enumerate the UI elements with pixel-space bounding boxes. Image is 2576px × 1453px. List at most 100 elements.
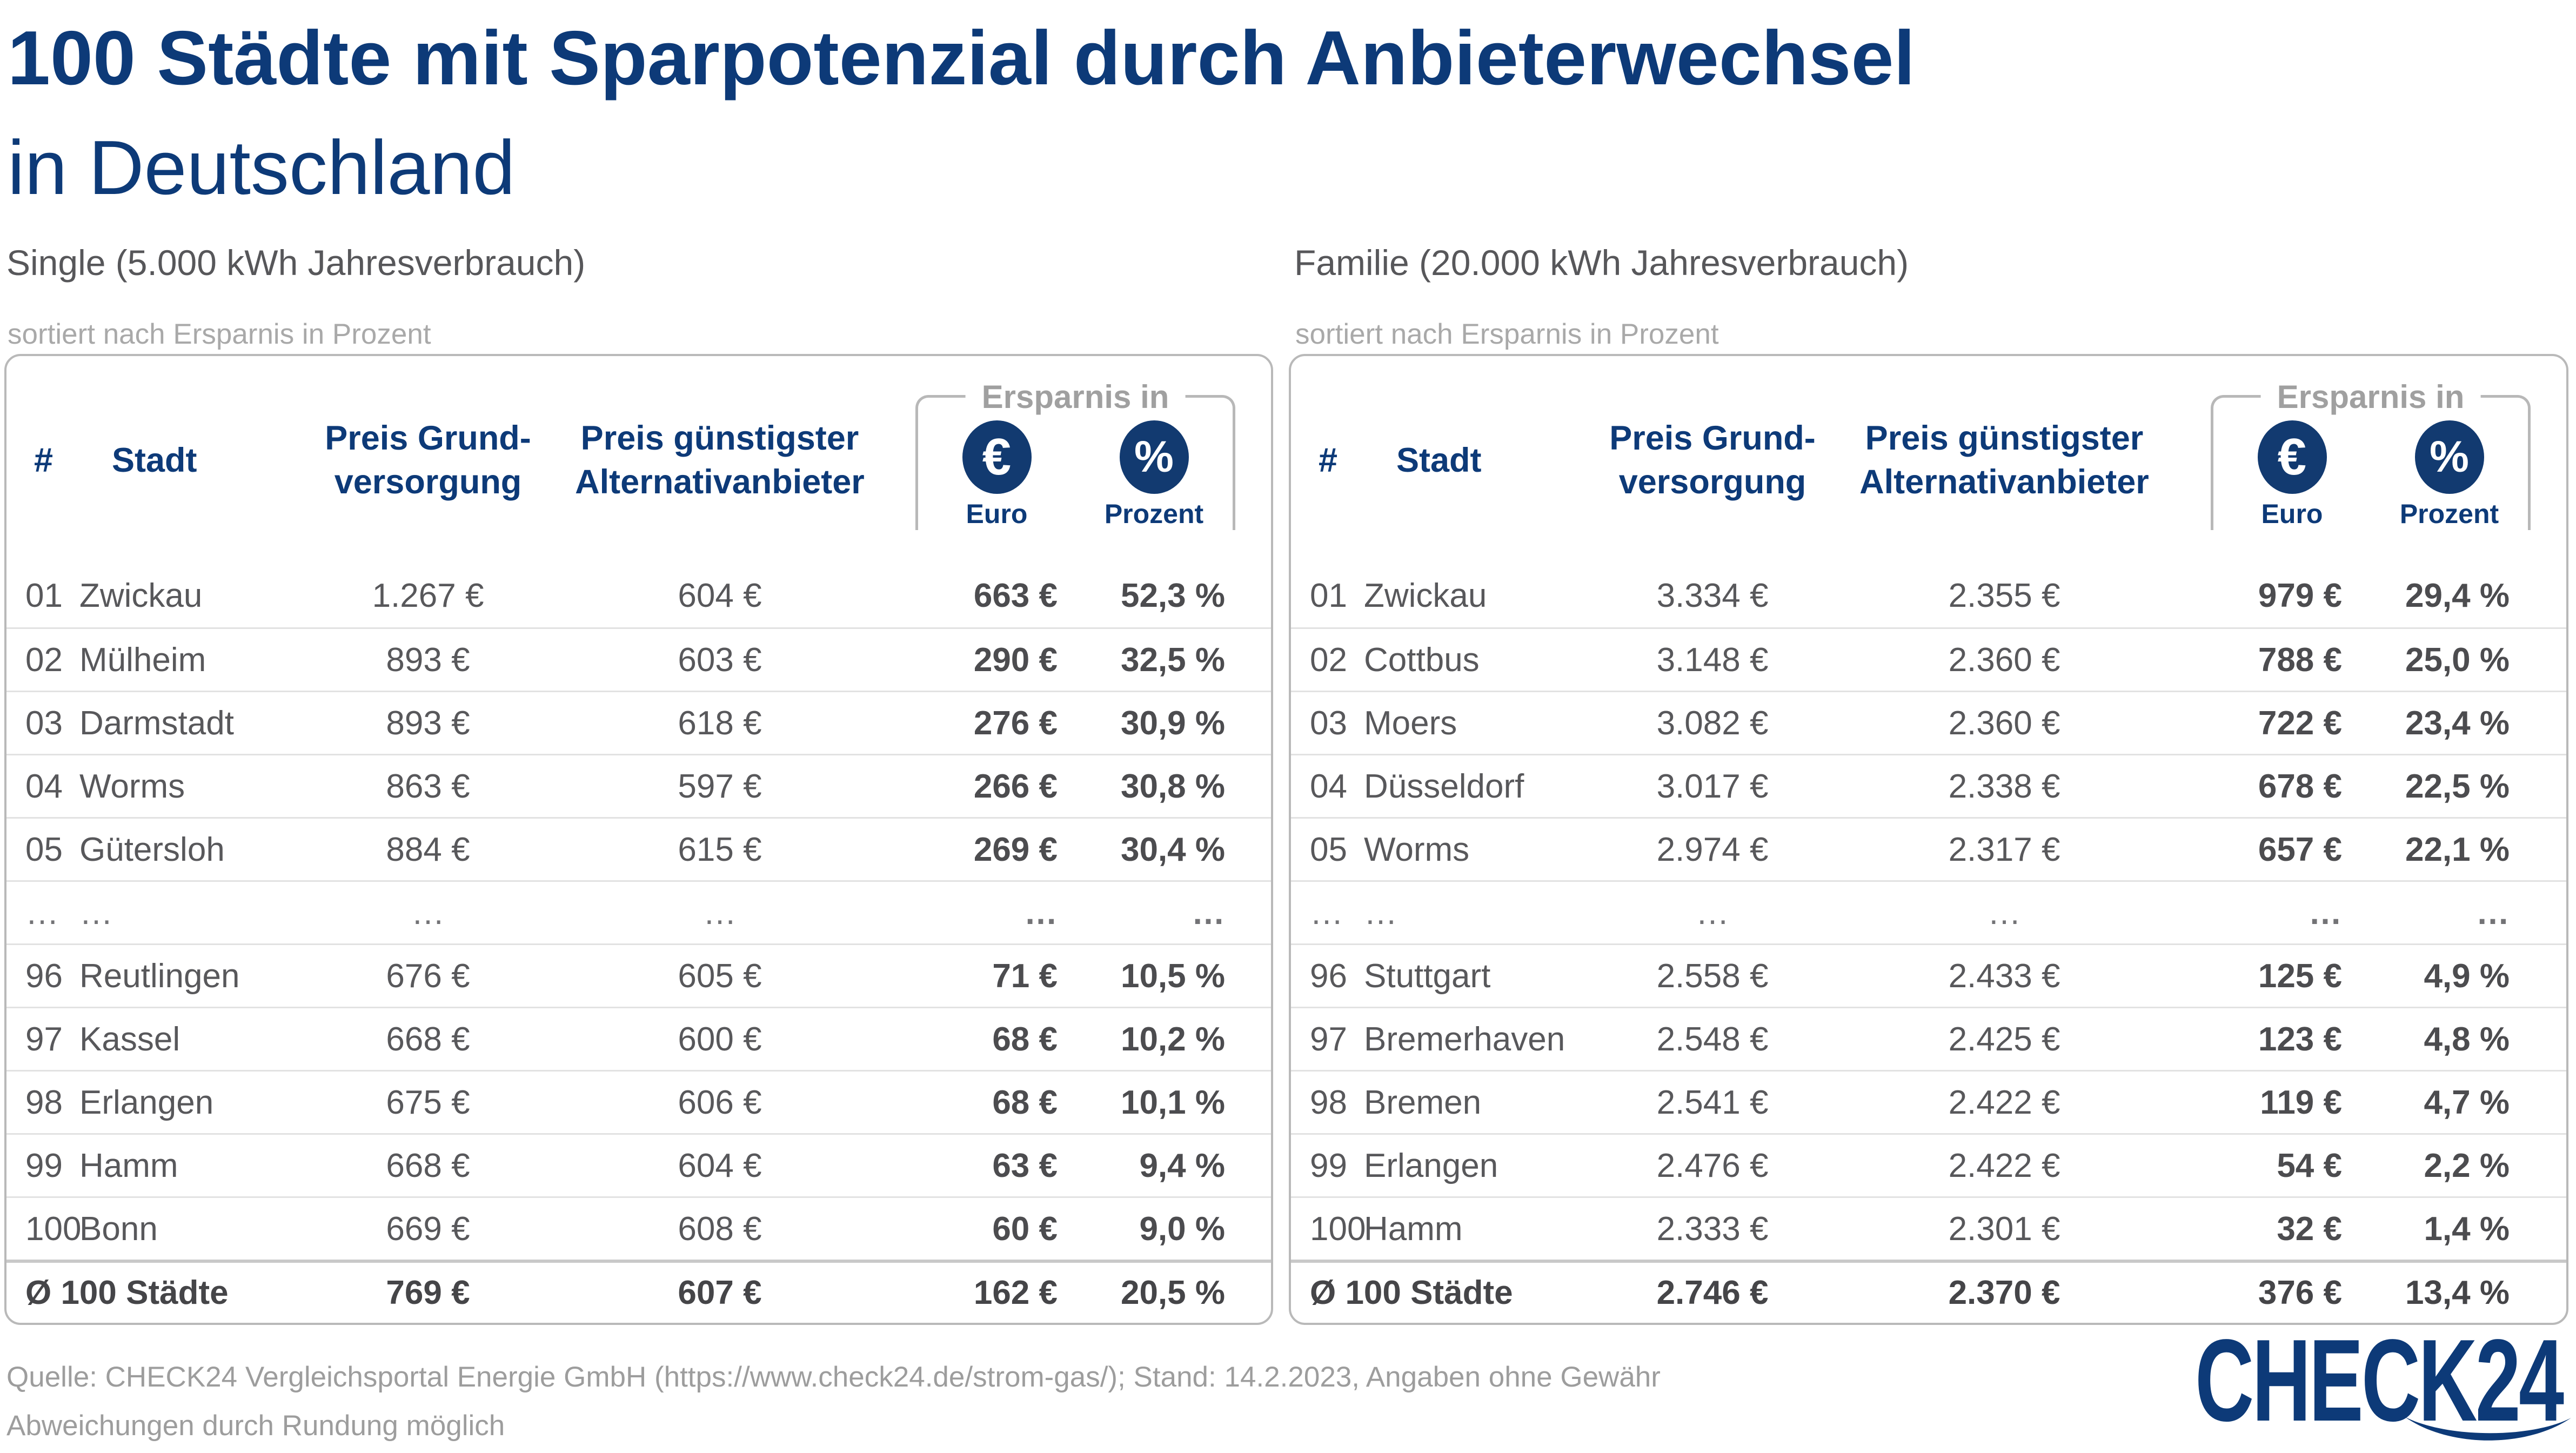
city-cell: Erlangen xyxy=(1364,1147,1498,1184)
ellipsis-row: ……………… xyxy=(1291,880,2566,943)
table-row: 01 Zwickau 1.267 € 604 € 663 € 52,3 % xyxy=(6,564,1271,627)
alt-price-cell: 604 € xyxy=(678,1147,762,1184)
table-row: 04 Düsseldorf 3.017 € 2.338 € 678 € 22,5 % xyxy=(1291,754,2566,817)
base-price-cell: 3.334 € xyxy=(1656,577,1769,614)
column-header-rank: # xyxy=(1319,441,1338,479)
base-price-cell: 668 € xyxy=(386,1020,470,1058)
table-row: 05 Worms 2.974 € 2.317 € 657 € 22,1 % xyxy=(1291,817,2566,880)
savings-group-box: Ersparnis in € Euro % Prozent xyxy=(2211,378,2531,530)
base-price-cell: 2.746 € xyxy=(1656,1274,1769,1311)
euro-saving-cell: 678 € xyxy=(2258,767,2342,805)
alt-price-cell: 2.422 € xyxy=(1948,1083,2060,1121)
alt-price-cell: 2.360 € xyxy=(1948,641,2060,679)
base-price-cell: 1.267 € xyxy=(372,577,484,614)
percent-saving-cell: 10,2 % xyxy=(1120,1020,1225,1058)
table-row: 01 Zwickau 3.334 € 2.355 € 979 € 29,4 % xyxy=(1291,564,2566,627)
rank-cell: 99 xyxy=(25,1147,63,1184)
euro-saving-cell: … xyxy=(1024,894,1058,932)
alt-price-cell: 605 € xyxy=(678,957,762,995)
euro-column-label: Euro xyxy=(966,499,1028,529)
alt-price-cell: 615 € xyxy=(678,831,762,868)
percent-saving-cell: 4,8 % xyxy=(2424,1020,2510,1058)
percent-saving-cell: 20,5 % xyxy=(1120,1274,1225,1311)
percent-saving-cell: 25,0 % xyxy=(2405,641,2510,679)
source-note-line-2: Abweichungen durch Rundung möglich xyxy=(6,1410,505,1442)
base-price-cell: 675 € xyxy=(386,1083,470,1121)
euro-saving-cell: 376 € xyxy=(2258,1274,2342,1311)
base-price-cell: 668 € xyxy=(386,1147,470,1184)
table-row: 02 Mülheim 893 € 603 € 290 € 32,5 % xyxy=(6,627,1271,691)
city-cell: Gütersloh xyxy=(79,831,225,868)
euro-saving-cell: 979 € xyxy=(2258,577,2342,614)
rank-cell: 100 xyxy=(25,1210,82,1248)
city-cell: Moers xyxy=(1364,704,1457,742)
column-header-base-price: Preis Grund- versorgung xyxy=(1609,419,1816,501)
alt-price-cell: 2.301 € xyxy=(1948,1210,2060,1248)
percent-saving-cell: 2,2 % xyxy=(2424,1147,2510,1184)
percent-saving-cell: 30,9 % xyxy=(1120,704,1225,742)
table-row: 98 Erlangen 675 € 606 € 68 € 10,1 % xyxy=(6,1070,1271,1133)
rank-cell: … xyxy=(1310,894,1343,932)
base-price-cell: 863 € xyxy=(386,767,470,805)
table-body-family: 01 Zwickau 3.334 € 2.355 € 979 € 29,4 % 02 Cott… xyxy=(1291,564,2566,1323)
alt-price-cell: 2.338 € xyxy=(1948,767,2060,805)
euro-saving-cell: 663 € xyxy=(973,577,1058,614)
base-price-cell: 2.548 € xyxy=(1656,1020,1769,1058)
euro-saving-cell: 54 € xyxy=(2277,1147,2342,1184)
alt-price-cell: 607 € xyxy=(678,1274,762,1311)
euro-saving-cell: 125 € xyxy=(2258,957,2342,995)
rank-cell: 97 xyxy=(1310,1020,1347,1058)
rank-cell: 02 xyxy=(25,641,63,679)
alt-price-cell: … xyxy=(1988,894,2021,932)
base-price-cell: 669 € xyxy=(386,1210,470,1248)
euro-icon: € xyxy=(962,420,1032,494)
base-price-cell: 3.082 € xyxy=(1656,704,1769,742)
percent-saving-cell: 23,4 % xyxy=(2405,704,2510,742)
rank-cell: 99 xyxy=(1310,1147,1347,1184)
euro-saving-cell: 71 € xyxy=(992,957,1058,995)
euro-saving-cell: 60 € xyxy=(992,1210,1058,1248)
percent-column-label: Prozent xyxy=(1104,499,1204,529)
rank-cell: 03 xyxy=(1310,704,1347,742)
table-row: 02 Cottbus 3.148 € 2.360 € 788 € 25,0 % xyxy=(1291,627,2566,691)
base-price-cell: 3.148 € xyxy=(1656,641,1769,679)
percent-saving-cell: 29,4 % xyxy=(2405,577,2510,614)
table-body-single: 01 Zwickau 1.267 € 604 € 663 € 52,3 % 02 Mülhei… xyxy=(6,564,1271,1323)
base-price-cell: 2.558 € xyxy=(1656,957,1769,995)
rank-cell: 98 xyxy=(25,1083,63,1121)
base-price-cell: 2.974 € xyxy=(1656,831,1769,868)
section-label-family: Familie (20.000 kWh Jahresverbrauch) xyxy=(1294,243,1909,283)
rank-cell: 01 xyxy=(1310,577,1347,614)
euro-column-header: € Euro xyxy=(918,398,1075,530)
percent-saving-cell: 52,3 % xyxy=(1120,577,1225,614)
euro-saving-cell: … xyxy=(2309,894,2342,932)
table-row: 97 Kassel 668 € 600 € 68 € 10,2 % xyxy=(6,1007,1271,1070)
column-header-city: Stadt xyxy=(112,441,197,479)
table-row: 98 Bremen 2.541 € 2.422 € 119 € 4,7 % xyxy=(1291,1070,2566,1133)
rank-cell: 97 xyxy=(25,1020,63,1058)
city-cell: Hamm xyxy=(1364,1210,1463,1248)
base-price-cell: 893 € xyxy=(386,704,470,742)
title-line-2: in Deutschland xyxy=(8,125,516,211)
rank-cell: 05 xyxy=(25,831,63,868)
city-cell: Zwickau xyxy=(1364,577,1487,614)
alt-price-cell: 606 € xyxy=(678,1083,762,1121)
city-cell: Zwickau xyxy=(79,577,203,614)
column-header-alt-price: Preis günstigster Alternativanbieter xyxy=(575,419,865,501)
average-row: Ø 100 Städte 2.746 € 2.370 € 376 € 13,4 % xyxy=(1291,1260,2566,1323)
percent-saving-cell: 4,7 % xyxy=(2424,1083,2510,1121)
alt-price-cell: 2.422 € xyxy=(1948,1147,2060,1184)
euro-column-header: € Euro xyxy=(2213,398,2371,530)
city-cell: Hamm xyxy=(79,1147,178,1184)
euro-saving-cell: 290 € xyxy=(973,641,1058,679)
euro-saving-cell: 68 € xyxy=(992,1020,1058,1058)
base-price-cell: 769 € xyxy=(386,1274,470,1311)
rank-cell: 98 xyxy=(1310,1083,1347,1121)
section-label-single: Single (5.000 kWh Jahresverbrauch) xyxy=(6,243,586,283)
logo-smile-icon xyxy=(2405,1417,2571,1441)
euro-saving-cell: 119 € xyxy=(2260,1083,2342,1121)
city-cell: Worms xyxy=(79,767,185,805)
percent-saving-cell: … xyxy=(1192,894,1225,932)
rank-cell: 04 xyxy=(1310,767,1347,805)
percent-saving-cell: 9,0 % xyxy=(1139,1210,1225,1248)
